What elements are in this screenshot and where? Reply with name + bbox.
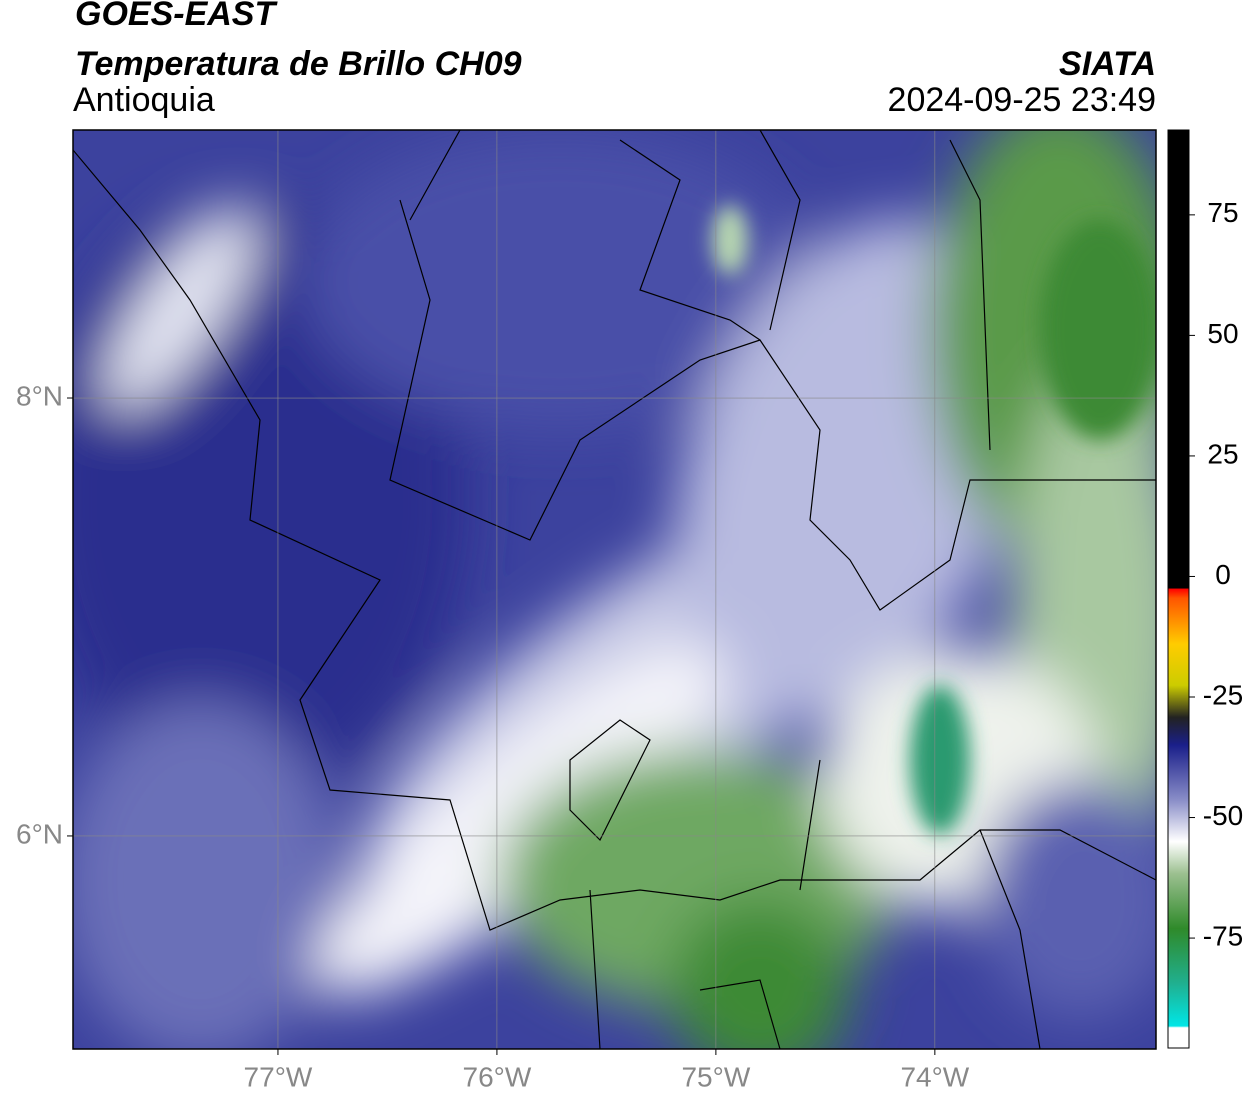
imagery bbox=[73, 130, 1156, 1049]
colorbar-tick-label: 75 bbox=[1207, 197, 1238, 228]
colorbar-tick-label: -25 bbox=[1203, 679, 1243, 710]
y-tick-label: 8°N bbox=[16, 380, 63, 411]
y-tick-label: 6°N bbox=[16, 818, 63, 849]
source-label: SIATA bbox=[1059, 45, 1156, 83]
datetime-label: 2024-09-25 23:49 bbox=[888, 81, 1156, 119]
map-frame bbox=[72, 129, 1157, 1050]
colorbar bbox=[1167, 129, 1190, 1049]
satellite-title: GOES-EAST bbox=[75, 0, 278, 33]
x-tick-label: 77°W bbox=[244, 1061, 313, 1092]
x-tick-label: 76°W bbox=[463, 1061, 532, 1092]
colorbar-tick-label: 0 bbox=[1215, 559, 1231, 590]
colorbar-tick-label: -75 bbox=[1203, 920, 1243, 951]
colorbar-tick-label: -50 bbox=[1203, 800, 1243, 831]
region-label: Antioquia bbox=[73, 81, 215, 119]
x-tick-label: 74°W bbox=[900, 1061, 969, 1092]
colorbar-tick-label: 25 bbox=[1207, 438, 1238, 469]
x-tick-label: 75°W bbox=[681, 1061, 750, 1092]
product-title: Temperatura de Brillo CH09 bbox=[75, 45, 522, 83]
colorbar-tick-label: 50 bbox=[1207, 318, 1238, 349]
